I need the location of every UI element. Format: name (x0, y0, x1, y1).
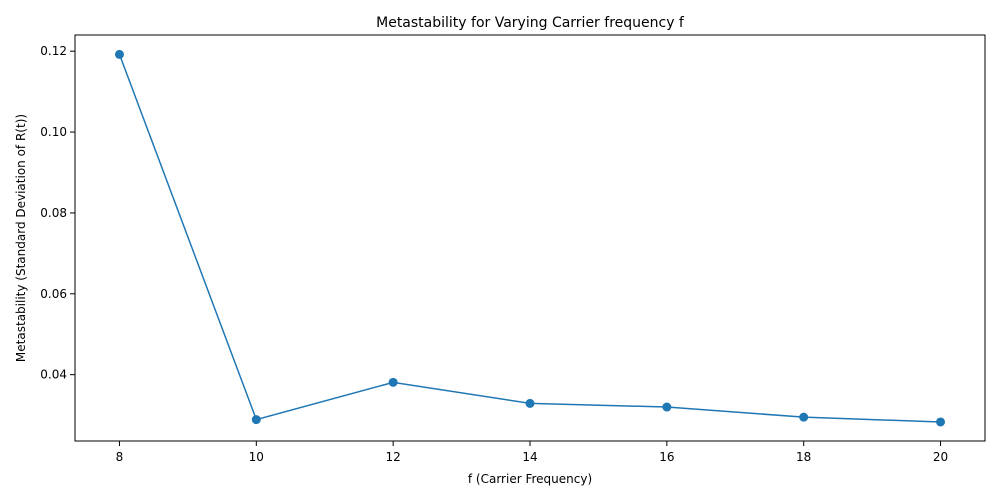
y-tick-label: 0.08 (40, 206, 67, 220)
y-tick-label: 0.12 (40, 44, 67, 58)
y-tick-label: 0.10 (40, 125, 67, 139)
plot-area-frame (74, 34, 986, 442)
x-tick-label: 16 (659, 450, 674, 464)
x-tick-label: 20 (933, 450, 948, 464)
x-axis-label: f (Carrier Frequency) (468, 472, 592, 486)
x-tick-label: 8 (116, 450, 124, 464)
data-point (388, 377, 398, 387)
y-axis-label: Metastability (Standard Deviation of R(t… (14, 114, 28, 362)
x-tick-label: 14 (522, 450, 537, 464)
x-tick-label: 18 (796, 450, 811, 464)
y-ticks: 0.04 0.06 0.08 0.10 0.12 (40, 44, 75, 382)
data-point (936, 417, 946, 427)
y-tick-label: 0.04 (40, 368, 67, 382)
data-point (662, 402, 672, 412)
data-point (251, 415, 261, 425)
y-tick-label: 0.06 (40, 287, 67, 301)
data-point (799, 412, 809, 422)
x-tick-label: 10 (249, 450, 264, 464)
data-point (114, 49, 124, 59)
chart-title: Metastability for Varying Carrier freque… (376, 15, 685, 31)
series-markers (114, 49, 946, 427)
data-point (525, 398, 535, 408)
x-ticks: 8 10 12 14 16 18 20 (116, 441, 948, 464)
x-tick-label: 12 (386, 450, 401, 464)
